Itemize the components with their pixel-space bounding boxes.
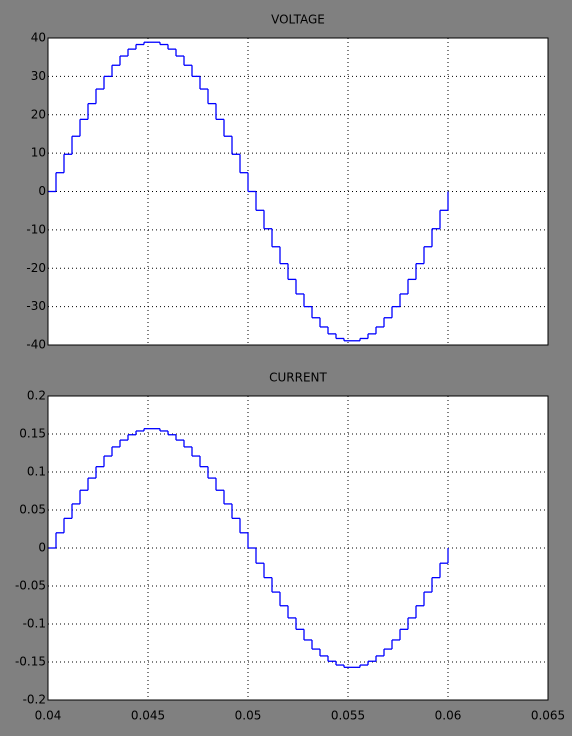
y-tick-label: 0 xyxy=(38,541,46,555)
x-tick-label: 0.065 xyxy=(531,709,565,723)
y-tick-label: 0 xyxy=(38,184,46,198)
plot-title: CURRENT xyxy=(269,371,327,385)
y-tick-label: -20 xyxy=(26,261,46,275)
plot-border xyxy=(47,37,549,346)
y-tick-label: 0.15 xyxy=(19,427,46,441)
y-tick-label: -30 xyxy=(26,299,46,313)
y-tick-label: 0.2 xyxy=(27,389,46,403)
x-tick-label: 0.05 xyxy=(235,709,262,723)
y-tick-label: -0.2 xyxy=(23,693,46,707)
y-tick-label: -40 xyxy=(26,338,46,352)
x-tick-label: 0.04 xyxy=(35,709,62,723)
y-tick-label: 10 xyxy=(31,146,46,160)
y-tick-label: -10 xyxy=(26,222,46,236)
y-tick-label: -0.1 xyxy=(23,617,46,631)
plot-border xyxy=(47,395,549,701)
y-tick-label: 20 xyxy=(31,107,46,121)
plot-title: VOLTAGE xyxy=(271,13,325,27)
x-tick-label: 0.055 xyxy=(331,709,365,723)
y-tick-label: 30 xyxy=(31,69,46,83)
y-tick-label: 0.1 xyxy=(27,465,46,479)
x-tick-label: 0.06 xyxy=(435,709,462,723)
y-tick-label: -0.15 xyxy=(15,655,46,669)
y-tick-label: -0.05 xyxy=(15,579,46,593)
x-tick-label: 0.045 xyxy=(131,709,165,723)
y-tick-label: 40 xyxy=(31,31,46,45)
y-tick-label: 0.05 xyxy=(19,503,46,517)
